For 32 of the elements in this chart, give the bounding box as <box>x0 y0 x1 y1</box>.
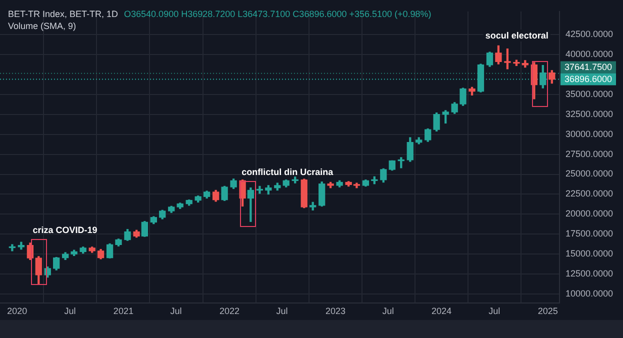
x-tick-label: Jul <box>170 306 182 316</box>
ref-line-label: 37641.7500 <box>564 62 612 72</box>
y-tick-label: 42500.0000 <box>565 29 614 40</box>
x-tick-label: Jul <box>276 306 288 316</box>
annotation: socul electoral <box>485 30 548 40</box>
x-tick-label: Jul <box>488 306 500 316</box>
x-tick-label: Jul <box>64 306 76 316</box>
annotation: conflictul din Ucraina <box>242 166 334 177</box>
chart-title: BET-TR Index, BET-TR, 1D <box>8 9 118 19</box>
x-tick-label: 2024 <box>432 306 452 316</box>
y-tick-label: 12500.0000 <box>565 268 614 279</box>
y-tick-label: 15000.0000 <box>565 248 614 259</box>
text: Volume (SMA, 9) <box>8 20 78 32</box>
x-tick-label: 2020 <box>7 306 28 316</box>
y-tick-label: 32500.0000 <box>565 108 614 119</box>
x-tick-label: 2022 <box>219 306 240 316</box>
x-tick-label: Jul <box>382 306 394 316</box>
y-tick-label: 27500.0000 <box>565 148 614 159</box>
x-tick-label: 2025 <box>538 306 558 316</box>
x-tick-label: 2023 <box>325 306 346 316</box>
annotation: O36540.0900 H36928.7200 L36473.7100 C36896.6000 +356.5100 (+0.98%) <box>124 9 432 19</box>
y-tick-label: 20000.0000 <box>565 208 614 219</box>
y-tick-label: 35000.0000 <box>565 88 614 99</box>
y-tick-label: 40000.0000 <box>565 48 614 59</box>
y-tick-label: 22500.0000 <box>565 188 614 199</box>
x-tick-label: 2021 <box>113 306 134 316</box>
y-tick-label: 17500.0000 <box>565 228 614 239</box>
ref-line-label: 36896.6000 <box>564 74 612 84</box>
annotation: criza COVID-19 <box>32 225 98 236</box>
y-tick-label: 25000.0000 <box>565 168 614 179</box>
y-tick-label: 10000.0000 <box>565 288 614 299</box>
y-tick-label: 30000.0000 <box>565 128 614 139</box>
